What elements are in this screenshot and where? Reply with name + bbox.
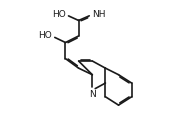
Text: NH: NH: [92, 10, 106, 19]
Text: N: N: [89, 90, 96, 99]
Text: HO: HO: [52, 10, 65, 19]
Text: HO: HO: [38, 31, 52, 41]
